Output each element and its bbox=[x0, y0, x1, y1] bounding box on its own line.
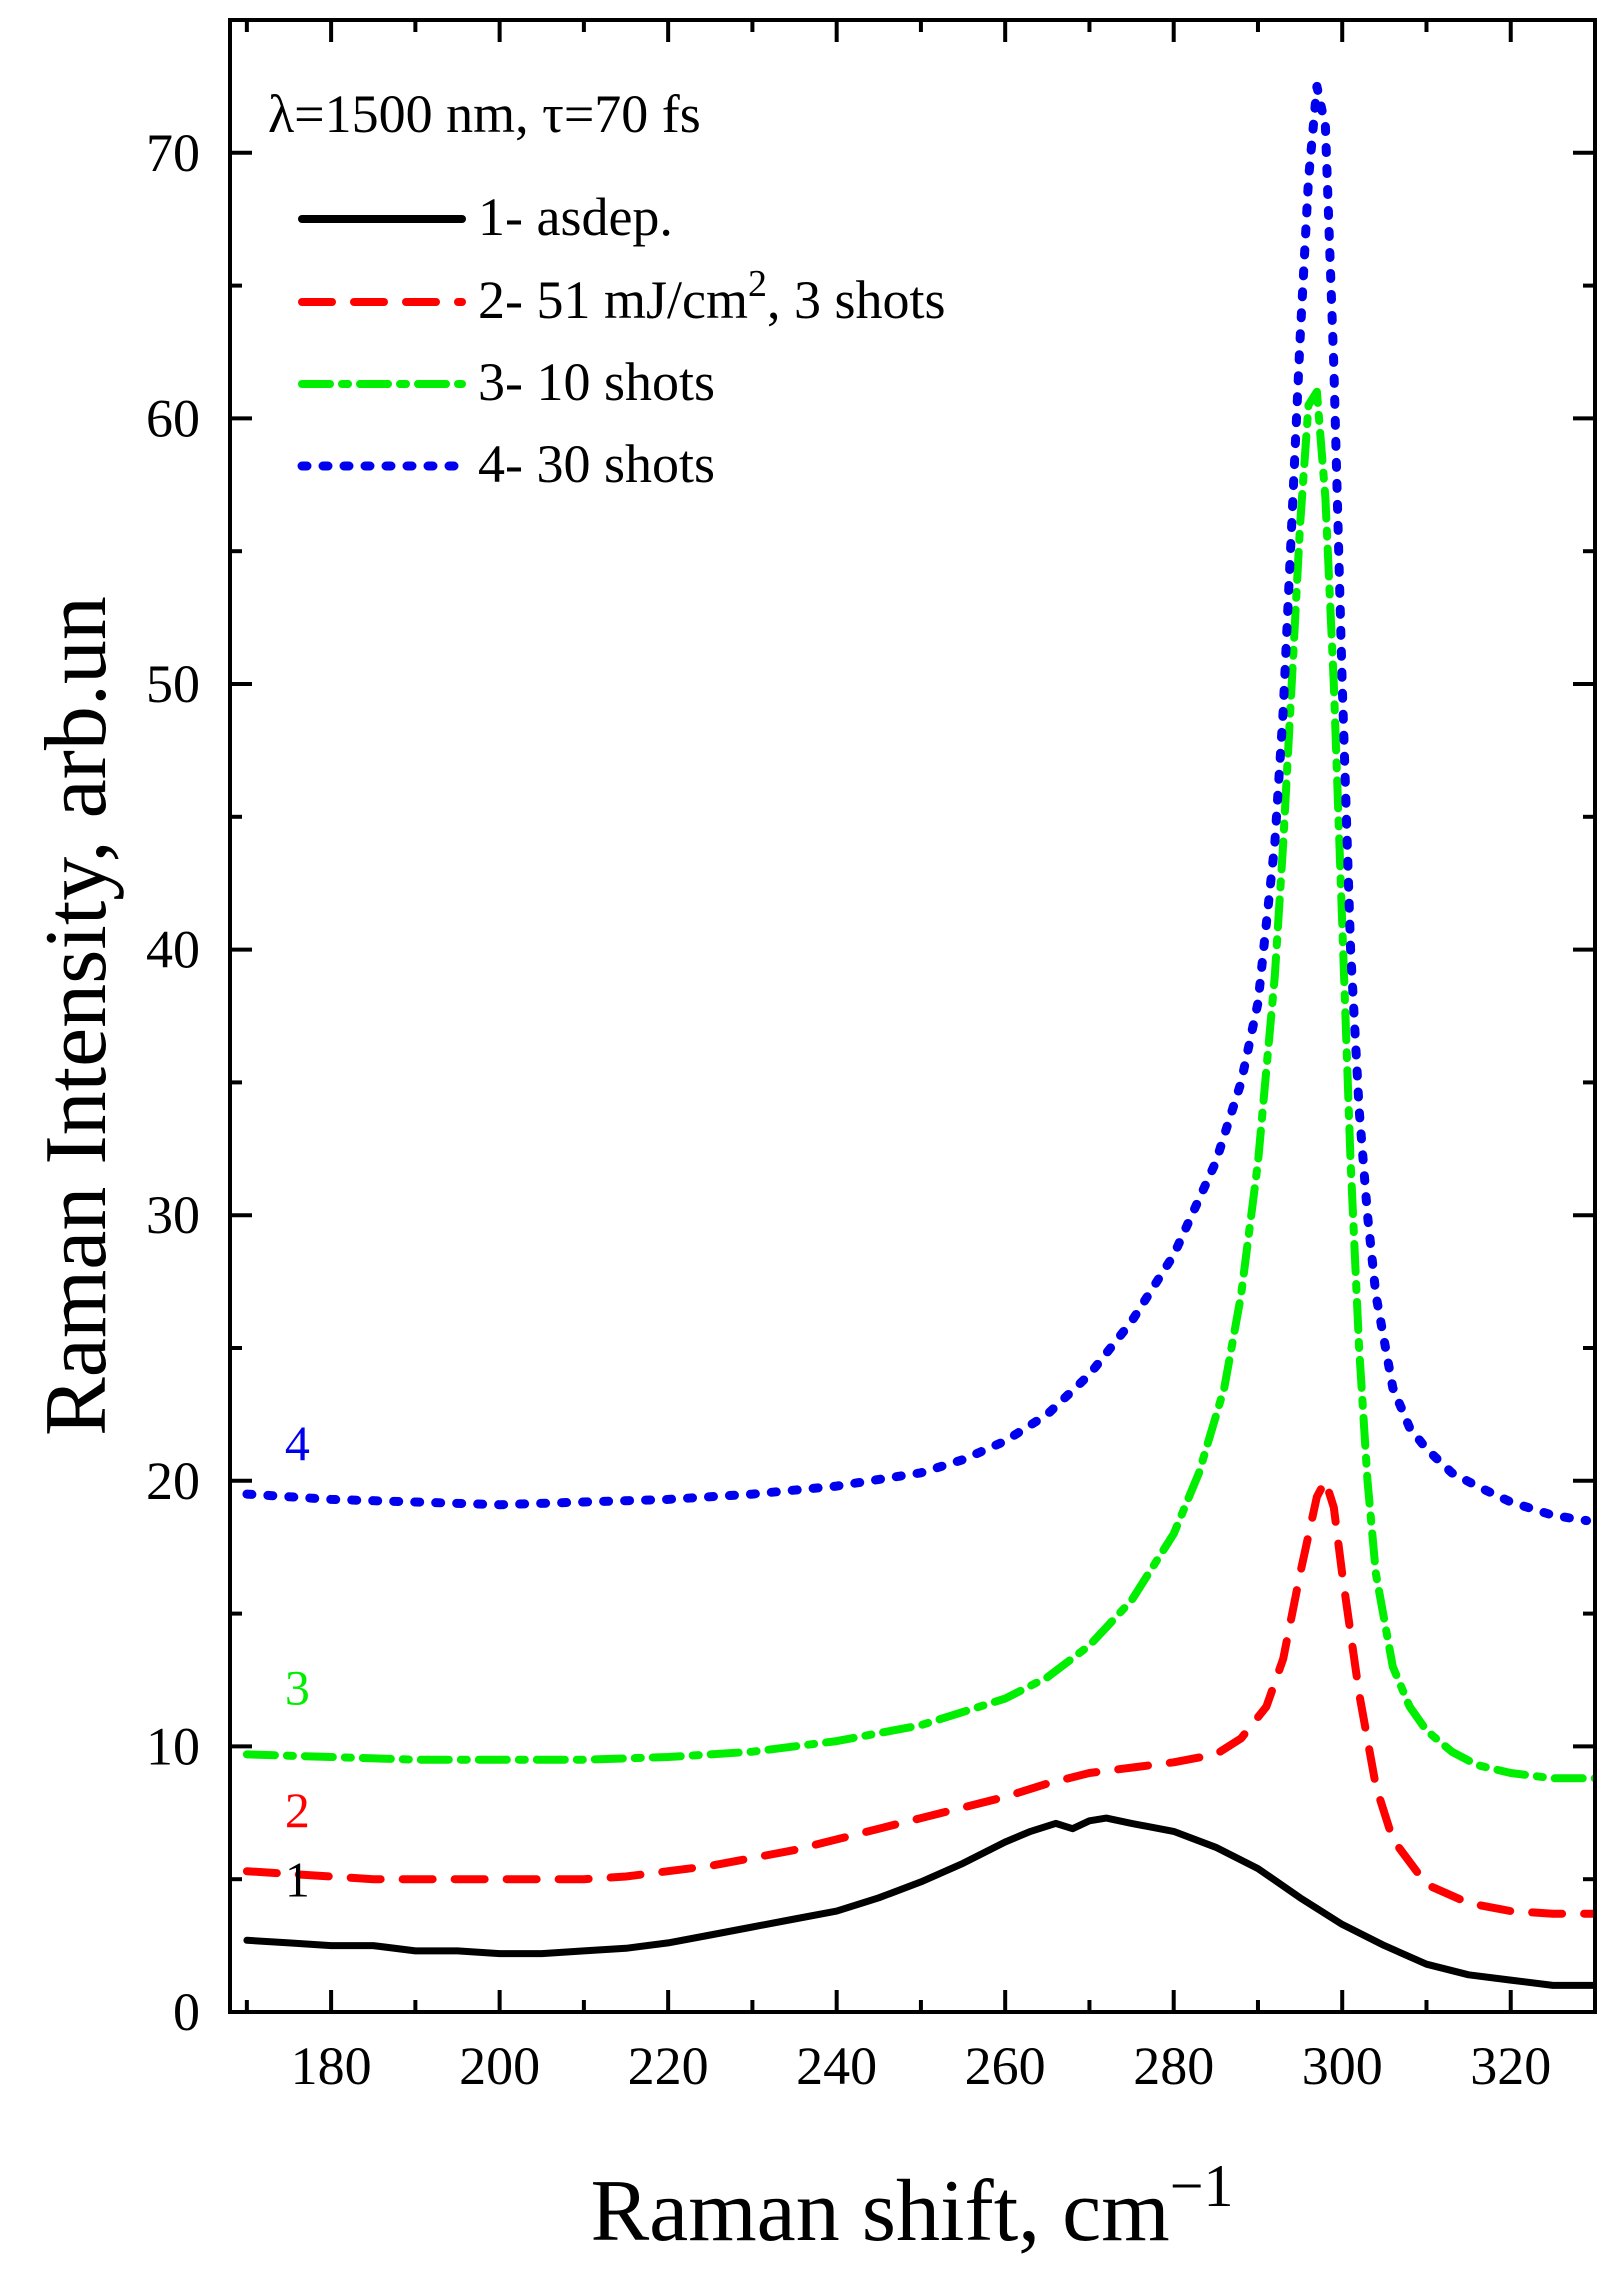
legend-label-4: 4- 30 shots bbox=[478, 434, 715, 494]
y-tick-label: 20 bbox=[146, 1451, 200, 1511]
x-axis: 180 200 220 240 260 280 300 320 bbox=[244, 20, 1597, 2096]
legend-label-2: 2- 51 mJ/cm2, 3 shots bbox=[478, 263, 946, 330]
curve-label-4: 4 bbox=[285, 1415, 310, 1471]
series-layer bbox=[242, 81, 1595, 1989]
legend-label-text: 1- asdep. bbox=[478, 187, 673, 247]
legend-label-text: 3- 10 shots bbox=[478, 352, 715, 412]
series-line-3-3-10-shots bbox=[242, 387, 1595, 1783]
y-tick-label: 30 bbox=[146, 1185, 200, 1245]
series-line-2-2-51-mj-cm bbox=[242, 1476, 1595, 1918]
x-tick-label: 240 bbox=[796, 2036, 877, 2096]
curve-label-1: 1 bbox=[285, 1851, 310, 1907]
legend-label-suffix: , 3 shots bbox=[767, 270, 946, 330]
x-tick-label: 200 bbox=[459, 2036, 540, 2096]
series-line-4-4-30-shots bbox=[242, 81, 1592, 1526]
curve-labels: 1 2 3 4 bbox=[285, 1415, 310, 1907]
legend-label-text: 2- 51 mJ/cm bbox=[478, 270, 748, 330]
curve-label-2: 2 bbox=[285, 1782, 310, 1838]
condition-annotation: λ=1500 nm, τ=70 fs bbox=[268, 84, 701, 144]
x-tick-label: 320 bbox=[1470, 2036, 1551, 2096]
y-tick-label: 10 bbox=[146, 1716, 200, 1776]
y-axis: 0 10 20 30 40 50 60 70 bbox=[146, 123, 1595, 2042]
y-tick-label: 60 bbox=[146, 388, 200, 448]
x-tick-label: 300 bbox=[1302, 2036, 1383, 2096]
y-tick-label: 70 bbox=[146, 123, 200, 183]
series-line-1-1-asdep bbox=[243, 1814, 1595, 1989]
y-tick-label: 40 bbox=[146, 920, 200, 980]
legend-label-text: 4- 30 shots bbox=[478, 434, 715, 494]
legend: 1- asdep. 2- 51 mJ/cm2, 3 shots 3- 10 shot… bbox=[297, 187, 946, 494]
legend-label-3: 3- 10 shots bbox=[478, 352, 715, 412]
y-tick-label: 50 bbox=[146, 654, 200, 714]
legend-label-1: 1- asdep. bbox=[478, 187, 673, 247]
y-tick-label: 0 bbox=[173, 1982, 200, 2042]
legend-label-superscript: 2 bbox=[748, 263, 767, 305]
x-tick-label: 220 bbox=[628, 2036, 709, 2096]
plot-frame bbox=[228, 18, 1597, 2014]
x-axis-title-superscript: −1 bbox=[1170, 2153, 1234, 2219]
x-tick-label: 280 bbox=[1133, 2036, 1214, 2096]
x-axis-title-text: Raman shift, cm bbox=[590, 2163, 1169, 2260]
x-tick-label: 180 bbox=[291, 2036, 372, 2096]
curve-label-3: 3 bbox=[285, 1659, 310, 1715]
x-tick-label: 260 bbox=[965, 2036, 1046, 2096]
x-axis-title: Raman shift, cm−1 bbox=[590, 2153, 1233, 2260]
y-axis-title: Raman Intensity, arb.un bbox=[28, 596, 125, 1436]
